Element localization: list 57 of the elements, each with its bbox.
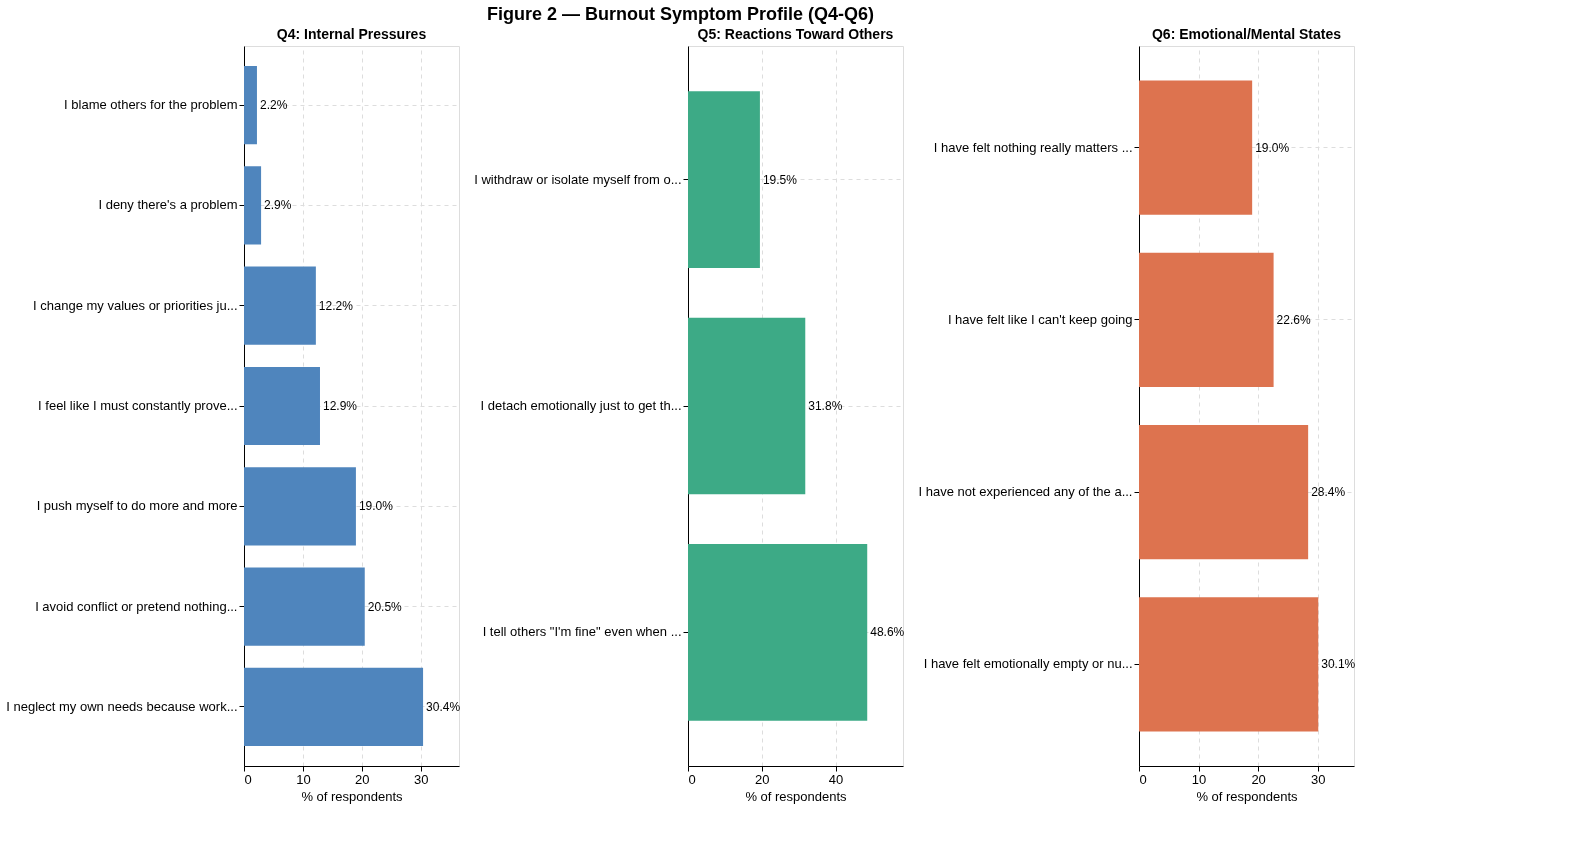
data-label: 30.4%: [426, 699, 461, 714]
caption: Figure 2 — Burnout Symptom Profile (Q4-Q6): [487, 3, 875, 24]
y-tick-label: I have not experienced any of the a...: [918, 484, 1133, 500]
data-label: 19.0%: [358, 499, 394, 514]
y-tick-label: I have felt emotionally empty or nu...: [923, 656, 1133, 672]
y-tick-label: I detach emotionally just to get th...: [480, 398, 682, 413]
y-tick-label: I blame others for the problem: [64, 97, 238, 113]
bar: [244, 667, 424, 746]
x-tick-label: 10: [1191, 771, 1207, 787]
data-label: 22.6%: [1276, 312, 1311, 327]
x-tick-label: 20: [1251, 771, 1266, 787]
bar: [244, 166, 262, 245]
x-axis-title: % of respondents: [1196, 788, 1299, 804]
bar: [244, 366, 320, 446]
chart-title: Q6: Emotional/Mental States: [1151, 26, 1342, 42]
y-tick-label: I deny there's a problem: [98, 197, 238, 213]
data-label: 2.9%: [264, 198, 292, 213]
data-label: 48.6%: [870, 625, 905, 640]
bar: [1139, 80, 1253, 215]
y-tick-label: I tell others "I'm fine" even when ...: [482, 624, 682, 640]
chart-title: Q4: Internal Pressures: [276, 26, 427, 42]
bar: [1139, 424, 1309, 560]
y-tick-label: I have felt like I can't keep going: [947, 311, 1133, 327]
data-label: 19.0%: [1255, 140, 1290, 155]
x-tick-label: 30: [1310, 771, 1326, 787]
y-tick-label: I avoid conflict or pretend nothing...: [35, 598, 238, 614]
x-tick-label: 0: [1139, 771, 1147, 787]
bar: [244, 567, 365, 646]
x-tick-label: 0: [688, 771, 696, 787]
y-tick-label: I neglect my own needs because work...: [6, 698, 238, 714]
data-label: 20.5%: [367, 599, 403, 614]
data-label: 31.8%: [808, 399, 843, 413]
data-label: 30.1%: [1321, 657, 1356, 672]
y-tick-label: I change my values or priorities ju...: [33, 297, 238, 313]
y-tick-label: I withdraw or isolate myself from o...: [474, 171, 682, 187]
chart-title: Q5: Reactions Toward Others: [697, 26, 894, 42]
x-tick-label: 20: [355, 771, 370, 787]
bar: [244, 467, 356, 546]
y-tick-label: I have felt nothing really matters ...: [933, 139, 1133, 155]
data-label: 19.5%: [762, 172, 798, 187]
data-label: 12.9%: [322, 399, 358, 413]
x-tick-label: 0: [244, 771, 252, 787]
x-tick-label: 30: [413, 771, 429, 787]
x-tick-label: 10: [296, 771, 311, 787]
y-tick-label: I push myself to do more and more: [36, 498, 238, 514]
bar: [1139, 252, 1274, 388]
data-label: 28.4%: [1311, 485, 1346, 500]
x-axis-title: % of respondents: [301, 788, 404, 804]
x-tick-label: 40: [828, 771, 844, 787]
data-label: 2.2%: [259, 98, 288, 113]
y-tick-label: I feel like I must constantly prove...: [38, 398, 238, 413]
data-label: 12.2%: [318, 298, 354, 313]
bar: [244, 266, 316, 345]
bar: [244, 66, 257, 145]
x-axis-title: % of respondents: [745, 788, 848, 804]
x-tick-label: 20: [755, 771, 770, 787]
bar: [1139, 597, 1319, 732]
